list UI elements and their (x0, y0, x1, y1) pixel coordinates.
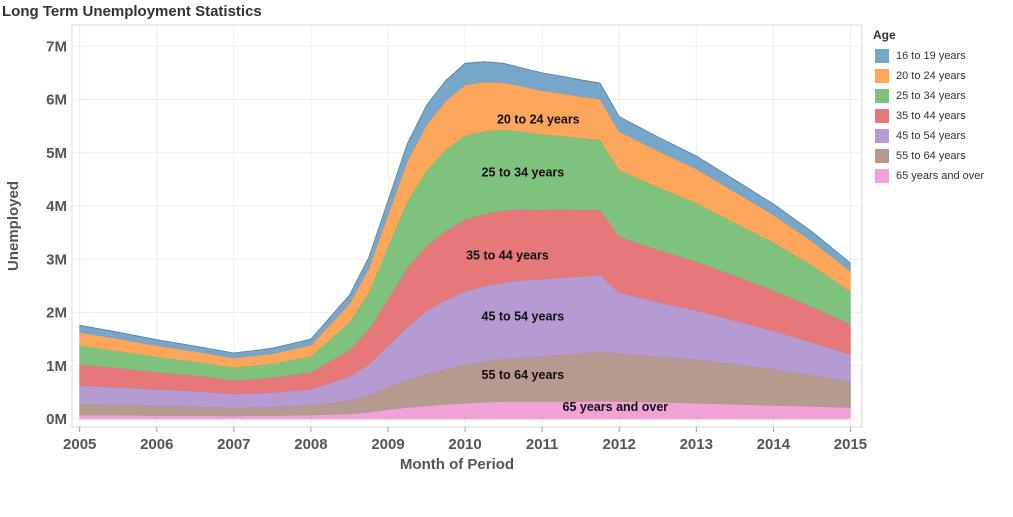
legend-item-16-19[interactable]: 16 to 19 years (873, 46, 984, 66)
y-tick-label: 7M (46, 38, 67, 55)
legend-item-20-24[interactable]: 20 to 24 years (873, 66, 984, 86)
y-tick-label: 5M (46, 145, 67, 162)
y-tick-label: 1M (46, 358, 67, 375)
x-axis-label: Month of Period (400, 456, 514, 473)
legend-swatch (875, 129, 889, 143)
legend-label: 25 to 34 years (896, 90, 966, 102)
legend-item-35-44[interactable]: 35 to 44 years (873, 106, 984, 126)
legend-item-25-34[interactable]: 25 to 34 years (873, 86, 984, 106)
legend-item-55-64[interactable]: 55 to 64 years (873, 146, 984, 166)
legend-swatch (875, 49, 889, 63)
legend-item-45-54[interactable]: 45 to 54 years (873, 126, 984, 146)
x-tick-label: 2005 (63, 436, 96, 453)
legend-label: 16 to 19 years (896, 50, 966, 62)
chart-title: Long Term Unemployment Statistics (2, 3, 262, 20)
x-tick-label: 2011 (526, 436, 559, 453)
legend-swatch (875, 89, 889, 103)
x-tick-label: 2015 (834, 436, 867, 453)
y-tick-label: 6M (46, 92, 67, 109)
series-annotation: 20 to 24 years (497, 113, 580, 127)
legend: Age 16 to 19 years 20 to 24 years 25 to … (873, 28, 984, 186)
series-annotation: 55 to 64 years (482, 368, 565, 382)
series-edge (79, 61, 851, 354)
x-tick-label: 2008 (294, 436, 327, 453)
x-tick-label: 2013 (680, 436, 713, 453)
legend-label: 65 years and over (896, 170, 985, 182)
x-tick-label: 2012 (603, 436, 636, 453)
area-series (79, 61, 851, 359)
legend-item-65-over[interactable]: 65 years and over (873, 166, 984, 186)
x-tick-label: 2009 (371, 436, 404, 453)
legend-label: 45 to 54 years (896, 130, 966, 142)
y-axis-label: Unemployed (5, 181, 22, 271)
legend-label: 55 to 64 years (896, 150, 966, 162)
y-tick-label: 4M (46, 198, 67, 215)
x-tick-label: 2007 (217, 436, 250, 453)
legend-label: 20 to 24 years (896, 70, 966, 82)
series-annotation: 25 to 34 years (482, 166, 565, 180)
legend-swatch (875, 149, 889, 163)
y-tick-label: 2M (46, 305, 67, 322)
legend-swatch (875, 169, 889, 183)
series-annotation: 35 to 44 years (466, 248, 549, 262)
x-tick-label: 2006 (140, 436, 173, 453)
legend-title: Age (873, 28, 896, 42)
legend-swatch (875, 69, 889, 83)
series-annotation: 45 to 54 years (482, 310, 565, 324)
series-annotation: 65 years and over (563, 400, 669, 414)
legend-label: 35 to 44 years (896, 110, 966, 122)
y-tick-label: 0M (46, 411, 67, 428)
y-tick-label: 3M (46, 251, 67, 268)
x-tick-label: 2014 (757, 436, 791, 453)
x-tick-label: 2010 (448, 436, 481, 453)
legend-swatch (875, 109, 889, 123)
